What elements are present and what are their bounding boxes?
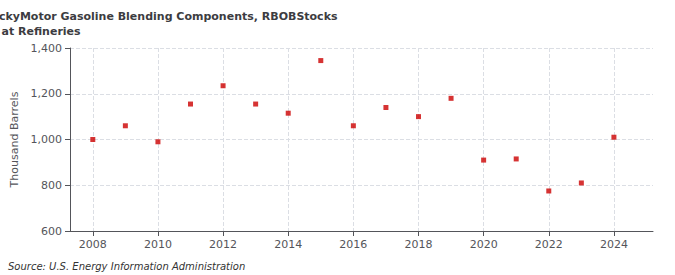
svg-text:1,200: 1,200: [31, 87, 63, 100]
svg-text:2016: 2016: [339, 238, 367, 251]
svg-text:2014: 2014: [274, 238, 302, 251]
svg-text:2018: 2018: [404, 238, 432, 251]
svg-text:2022: 2022: [535, 238, 563, 251]
svg-text:1,000: 1,000: [31, 133, 63, 146]
svg-text:Thousand Barrels: Thousand Barrels: [8, 91, 21, 188]
svg-text:800: 800: [41, 179, 62, 192]
svg-text:2010: 2010: [144, 238, 172, 251]
svg-text:Source: U.S. Energy Informatio: Source: U.S. Energy Information Administ…: [8, 261, 245, 272]
svg-text:2008: 2008: [79, 238, 107, 251]
svg-text:at Refineries: at Refineries: [2, 25, 82, 38]
svg-text:600: 600: [41, 225, 62, 238]
svg-text:1,400: 1,400: [31, 42, 63, 55]
svg-text:2012: 2012: [209, 238, 237, 251]
svg-text:2024: 2024: [600, 238, 628, 251]
svg-text:2020: 2020: [470, 238, 498, 251]
svg-text:Annual Ref District Indiana-Il: Annual Ref District Indiana-Illinois-Ken…: [0, 10, 338, 23]
